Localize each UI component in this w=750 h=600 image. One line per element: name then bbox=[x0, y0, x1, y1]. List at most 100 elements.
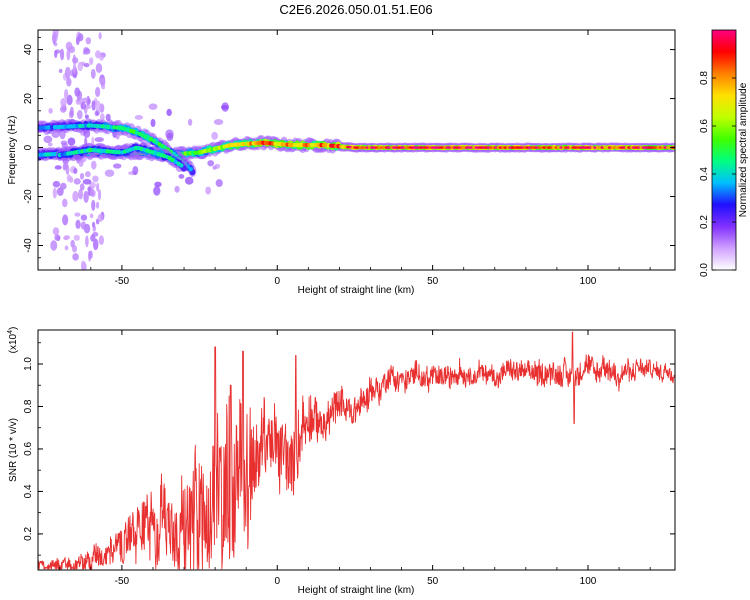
spectrogram-noise-cell bbox=[73, 178, 81, 185]
spectrogram-noise-cell bbox=[134, 115, 144, 120]
spectrogram-noise-cell bbox=[90, 160, 97, 170]
spectrogram-noise-cell bbox=[96, 182, 100, 192]
spectrogram-noise-cell bbox=[66, 48, 71, 61]
snr-panel: -50 0 50 100 0.2 0.4 0.6 0.8 1.0 Height of strai… bbox=[7, 327, 676, 596]
spectrogram-track-lower-branch bbox=[55, 141, 188, 173]
spectrogram-noise-cell bbox=[72, 62, 77, 75]
snr-frame bbox=[37, 329, 676, 571]
spectrogram-noise-cell bbox=[88, 57, 94, 66]
spectrogram-noise-cell bbox=[99, 77, 106, 85]
spectrogram-noise-cell bbox=[215, 179, 223, 187]
spectrogram-noise-cell bbox=[64, 66, 71, 79]
snr-ytick-label: 0.6 bbox=[23, 442, 34, 456]
spectrogram-noise-cell bbox=[85, 235, 89, 248]
spectrogram-xtick-label: -50 bbox=[115, 276, 130, 287]
spectrogram-noise-cell bbox=[64, 245, 69, 251]
spectrogram-frame bbox=[37, 29, 676, 271]
colorbar: 0.0 0.2 0.4 0.6 0.8 Normalized spectral ampl… bbox=[699, 29, 749, 277]
colorbar-tick-label: 0.2 bbox=[699, 215, 710, 229]
spectrogram-noise-cell bbox=[72, 253, 79, 261]
spectrogram-noise-cell bbox=[74, 212, 81, 217]
spectrogram-noise-cell bbox=[84, 114, 89, 119]
spectrogram-noise-cell bbox=[64, 89, 69, 100]
spectrogram-noise-cell bbox=[64, 235, 71, 240]
spectrogram-noise-cell bbox=[82, 178, 92, 185]
spectrogram-noise-cell bbox=[166, 108, 172, 117]
spectrogram-noise-cell bbox=[150, 118, 156, 128]
spectrogram-ytick-label: 40 bbox=[23, 44, 34, 56]
spectrogram-noise-cell bbox=[43, 135, 53, 144]
spectrogram-marks bbox=[38, 30, 675, 270]
snr-ytick-label: 0.4 bbox=[23, 484, 34, 498]
spectrogram-noise-cell bbox=[78, 188, 83, 200]
spectrogram-core-cell bbox=[188, 167, 193, 172]
spectrogram-noise-cell bbox=[56, 187, 64, 196]
spectrogram-noise-cell bbox=[59, 105, 67, 113]
spectrogram-noise-cell bbox=[148, 103, 158, 110]
spectrogram-noise-cell bbox=[95, 201, 100, 209]
spectrogram-noise-cell bbox=[85, 37, 92, 45]
spectrogram-noise-cell bbox=[211, 131, 218, 140]
colorbar-tick-label: 0.0 bbox=[699, 263, 710, 277]
snr-yscale-exp: 4 bbox=[7, 330, 14, 334]
spectrogram-noise-cell bbox=[66, 94, 73, 106]
spectrogram-noise-cell bbox=[92, 175, 99, 183]
spectrogram-noise-cell bbox=[48, 108, 53, 114]
spectrogram-noise-cell bbox=[101, 84, 106, 90]
colorbar-tick-label: 0.6 bbox=[699, 119, 710, 133]
spectrogram-noise-cell bbox=[52, 180, 61, 188]
snr-yscale: (x104) bbox=[7, 327, 19, 354]
spectrogram-noise-cell bbox=[74, 87, 81, 97]
spectrogram-noise-cell bbox=[84, 171, 91, 178]
spectrogram-ytick-label: 0 bbox=[23, 144, 34, 150]
spectrogram-noise-cell bbox=[205, 186, 212, 195]
snr-ytick-label: 0.2 bbox=[23, 527, 34, 541]
spectrogram-noise-cell bbox=[91, 221, 96, 228]
spectrogram-noise-cell bbox=[47, 142, 53, 147]
spectrogram-noise-cell bbox=[59, 48, 65, 61]
spectrogram-noise-cell bbox=[112, 163, 122, 169]
spectrogram-noise-cell bbox=[67, 137, 76, 146]
spectrogram-noise-cell bbox=[153, 186, 161, 196]
colorbar-gradient bbox=[711, 29, 737, 271]
spectrogram-noise-cell bbox=[54, 165, 62, 170]
snr-yscale-label: (x10 bbox=[8, 333, 19, 353]
chart-title: C2E6.2026.050.01.51.E06 bbox=[279, 2, 432, 17]
spectrogram-noise-cell bbox=[187, 118, 193, 126]
spectrogram-noise-cell bbox=[89, 213, 94, 219]
spectrogram-noise-cell bbox=[83, 190, 89, 203]
spectrogram-noise-cell bbox=[99, 113, 105, 122]
spectrogram-noise-cell bbox=[81, 260, 86, 268]
spectrogram-noise-cell bbox=[62, 214, 69, 226]
spectrogram-noise-cell bbox=[213, 119, 224, 125]
spectrogram-noise-cell bbox=[178, 174, 185, 179]
spectrogram-noise-cell bbox=[71, 244, 78, 253]
spectrogram-ytick-label: -40 bbox=[23, 238, 34, 253]
snr-series-line bbox=[38, 331, 675, 570]
spectrogram-noise-cell bbox=[51, 131, 60, 139]
spectrogram-noise-cell bbox=[86, 104, 91, 110]
spectrogram-xtick-label: 100 bbox=[580, 276, 597, 287]
spectrogram-noise-cell bbox=[58, 68, 63, 73]
spectrogram-noise-cell bbox=[95, 50, 101, 59]
snr-ytick-label: 1.0 bbox=[23, 357, 34, 371]
spectrogram-noise-cell bbox=[174, 185, 180, 193]
spectrogram-core-cell bbox=[179, 163, 184, 168]
spectrogram-xlabel: Height of straight line (km) bbox=[298, 285, 415, 296]
spectrogram-panel: -50 0 50 100 -40 -20 0 20 40 Height of straight … bbox=[7, 29, 676, 296]
spectrogram-noise-cell bbox=[98, 235, 105, 245]
colorbar-ticks: 0.0 0.2 0.4 0.6 0.8 bbox=[699, 71, 736, 277]
spectrogram-noise-cell bbox=[76, 110, 83, 120]
spectrogram-noise-cell bbox=[95, 86, 101, 98]
spectrogram-noise-cell bbox=[83, 63, 90, 68]
snr-yscale-close: ) bbox=[8, 327, 19, 330]
spectrogram-noise-cell bbox=[66, 174, 72, 182]
colorbar-tick-label: 0.4 bbox=[699, 167, 710, 181]
spectrogram-noise-cell bbox=[60, 98, 67, 108]
spectrogram-noise-cell bbox=[94, 137, 104, 143]
spectrogram-noise-cell bbox=[79, 183, 85, 191]
spectrogram-xtick-label: 0 bbox=[274, 276, 280, 287]
spectrogram-ytick-label: -20 bbox=[23, 189, 34, 204]
spectrogram-noise-cell bbox=[75, 219, 81, 230]
